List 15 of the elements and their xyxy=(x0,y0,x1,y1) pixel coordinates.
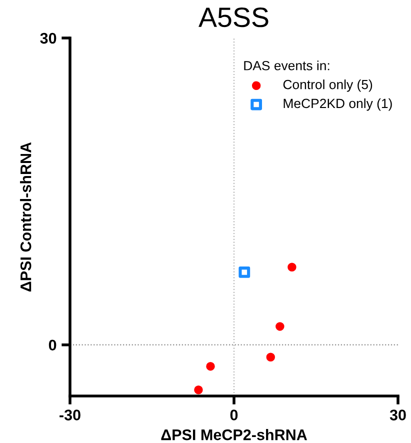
point xyxy=(276,322,284,331)
x-axis-title: ΔPSI MeCP2-shRNA xyxy=(161,428,308,440)
legend-label: MeCP2KD only (1) xyxy=(284,98,392,111)
point xyxy=(266,352,275,362)
legend-label: Control only (5) xyxy=(283,80,372,92)
y-axis-title: ΔPSI Control-shRNA xyxy=(20,142,32,292)
x-tick-label: 30 xyxy=(390,410,406,420)
x-tick-label: -30 xyxy=(60,410,80,420)
point xyxy=(194,385,203,394)
point xyxy=(206,362,215,371)
x-tick-label: 0 xyxy=(230,410,238,420)
point xyxy=(288,262,296,272)
chart-title: A5SS xyxy=(198,7,268,28)
point xyxy=(238,266,250,278)
legend-title: DAS events in: xyxy=(244,60,330,70)
